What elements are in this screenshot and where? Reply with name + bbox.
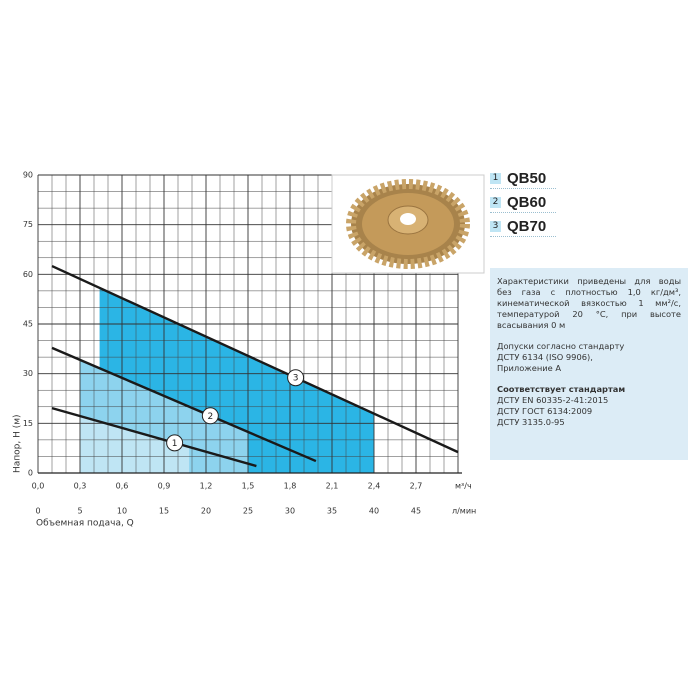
legend-label: QB70 — [507, 217, 547, 235]
legend-label: QB60 — [507, 193, 547, 211]
legend-item: 3 QB70 — [490, 216, 556, 237]
y-tick-label: 75 — [23, 220, 33, 229]
x2-tick-label: 0 — [35, 507, 40, 516]
note-description: Характеристики приведены для воды без га… — [497, 276, 681, 330]
legend-item: 2 QB60 — [490, 192, 556, 213]
x-tick-label: 0,3 — [74, 482, 87, 491]
y-tick-label: 0 — [28, 469, 33, 478]
x-unit: м³/ч — [455, 482, 472, 491]
note-box: Характеристики приведены для воды без га… — [490, 268, 688, 460]
x2-tick-label: 35 — [327, 507, 337, 516]
x2-tick-label: 20 — [201, 507, 211, 516]
x-tick-label: 2,4 — [368, 482, 381, 491]
curve-label: 2 — [207, 412, 213, 422]
lines: 1 2 3 — [51, 264, 459, 468]
legend-number: 3 — [490, 220, 501, 232]
note-line: ДСТУ 3135.0-95 — [497, 417, 565, 427]
legend-number: 2 — [490, 196, 501, 208]
x2-tick-label: 15 — [159, 507, 169, 516]
x-tick-label: 2,1 — [326, 482, 339, 491]
impeller-photo — [331, 174, 485, 274]
curve-label: 1 — [172, 439, 178, 449]
y-axis-label: Напор, H (м) — [13, 414, 23, 473]
x-tick-label: 1,5 — [242, 482, 255, 491]
note-line: ДСТУ 6134 (ISO 9906), — [497, 352, 593, 362]
curve-label-circle — [166, 434, 184, 452]
curve-label: 3 — [293, 374, 299, 384]
x-tick-label: 0,0 — [32, 482, 45, 491]
curve-label-circle — [287, 369, 305, 387]
legend-label: QB50 — [507, 169, 547, 187]
x-tick-label: 2,7 — [410, 482, 423, 491]
curve — [51, 264, 459, 454]
note-heading: Соответствует стандартам — [497, 384, 626, 394]
x2-tick-label: 10 — [117, 507, 127, 516]
x-tick-label: 1,2 — [200, 482, 213, 491]
note-line: ДСТУ EN 60335-2-41:2015 — [497, 395, 609, 405]
legend-item: 1 QB50 — [490, 168, 556, 189]
x-tick-label: 0,9 — [158, 482, 171, 491]
legend-number: 1 — [490, 172, 501, 184]
note-line: ДСТУ ГОСТ 6134:2009 — [497, 406, 593, 416]
x2-tick-label: 25 — [243, 507, 253, 516]
grid — [37, 174, 462, 474]
note-compliance: Соответствует стандартам ДСТУ EN 60335-2… — [497, 384, 681, 428]
note-tolerance: Допуски согласно стандарту ДСТУ 6134 (IS… — [497, 341, 681, 374]
y-tick-label: 45 — [23, 320, 33, 329]
x2-tick-label: 30 — [285, 507, 295, 516]
x2-tick-label: 40 — [369, 507, 379, 516]
x-axis-label: Объемная подача, Q — [36, 519, 134, 529]
regions — [80, 287, 374, 473]
impeller-bore — [400, 213, 416, 225]
note-line: Допуски согласно стандарту — [497, 341, 625, 351]
y-tick-label: 60 — [23, 270, 33, 279]
note-line: Приложение А — [497, 363, 562, 373]
x2-tick-label: 5 — [77, 507, 82, 516]
x2-unit: л/мин — [452, 507, 476, 516]
y-tick-label: 30 — [23, 369, 33, 378]
curve-label-circle — [201, 407, 219, 425]
operating-range — [80, 416, 190, 473]
curve — [51, 346, 317, 463]
x-tick-label: 0,6 — [116, 482, 129, 491]
x2-tick-label: 45 — [411, 507, 421, 516]
x-tick-label: 1,8 — [284, 482, 297, 491]
curve — [51, 406, 257, 468]
y-tick-label: 90 — [23, 171, 33, 180]
y-tick-label: 15 — [23, 419, 33, 428]
